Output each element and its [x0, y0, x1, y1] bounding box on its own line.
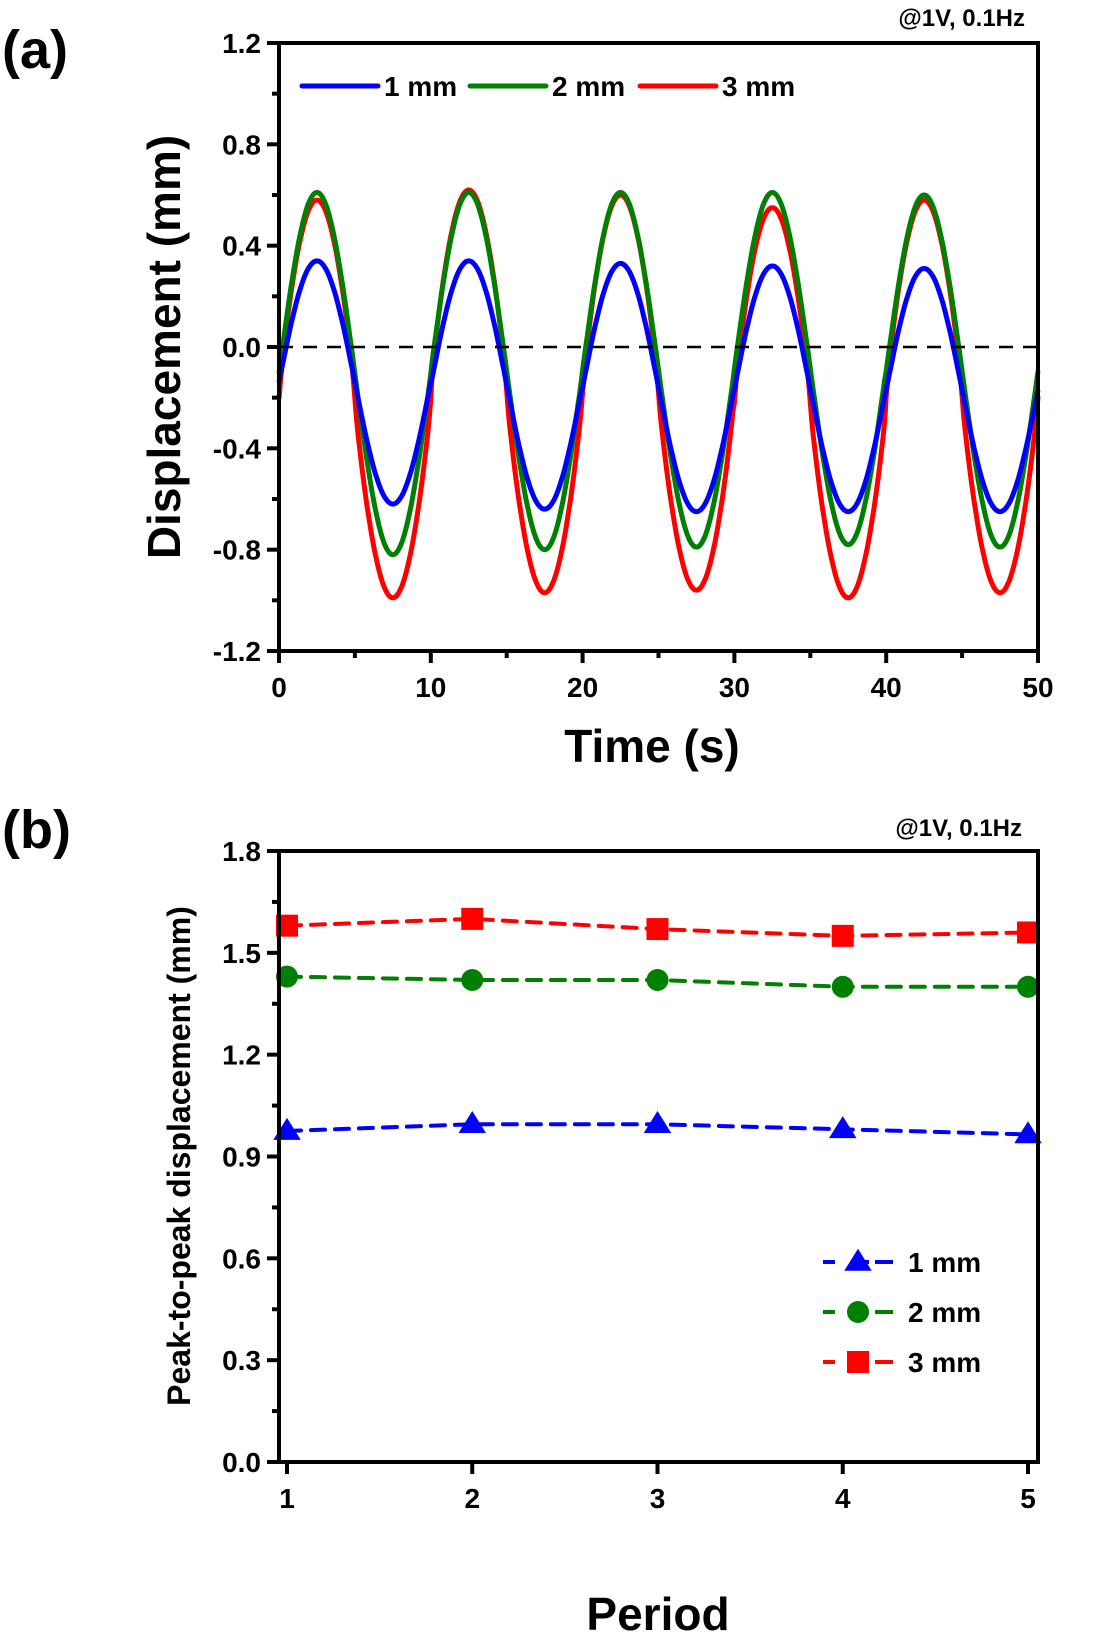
data-point-square: [276, 914, 298, 937]
y-ticks-a: -1.2 -0.8 -0.4 0.0 0.4 0.8 1.2: [213, 28, 279, 667]
data-point-square: [461, 907, 484, 930]
annotation-a: @1V, 0.1Hz: [898, 5, 1025, 32]
x-tick-label: 50: [1022, 672, 1053, 703]
x-tick-label: 1: [279, 1483, 295, 1514]
legend-label: 2 mm: [552, 71, 625, 102]
y-tick-label: -1.2: [213, 636, 261, 667]
x-tick-label: 2: [464, 1483, 480, 1514]
x-ticks-a: 0 10 20 30 40 50: [271, 651, 1054, 703]
data-point-circle: [461, 968, 484, 991]
y-tick-label: 0.4: [222, 231, 261, 262]
y-ticks-b: 0.0 0.3 0.6 0.9 1.2 1.5 1.8: [222, 836, 279, 1478]
y-tick-label: 0.3: [222, 1345, 261, 1376]
x-ticks-b: 1 2 3 4 5: [279, 1462, 1036, 1514]
data-point-circle: [1017, 975, 1039, 998]
y-axis-label-b: Peak-to-peak displacement (mm): [161, 906, 197, 1406]
data-point-triangle: [829, 1116, 857, 1139]
y-tick-label: 1.5: [222, 938, 261, 969]
y-tick-label: 0.6: [222, 1243, 261, 1274]
data-point-circle: [646, 968, 669, 991]
series-lines-a: [276, 187, 1041, 601]
y-tick-label: 0.0: [222, 1447, 261, 1478]
data-point-triangle: [458, 1111, 486, 1134]
x-tick-label: 0: [271, 672, 287, 703]
panel-a: (a) @1V, 0.1Hz -1.2-0.8-0.40.00.40.81.2 …: [2, 5, 1054, 772]
data-point-square: [831, 924, 854, 947]
y-tick-label: 1.2: [222, 28, 261, 59]
panel-label-b: (b): [2, 800, 71, 860]
x-tick-label: 40: [871, 672, 902, 703]
panel-b: (b) @1V, 0.1Hz 0.0 0.3 0.6 0.9 1.2 1.5 1.8 1 2 3…: [2, 800, 1042, 1638]
y-axis-label-a: Displacement (mm): [138, 135, 190, 559]
legend-label: 1 mm: [908, 1247, 981, 1278]
series-line-2mm: [276, 190, 1041, 558]
legend-label: 3 mm: [722, 71, 795, 102]
legend-label: 3 mm: [908, 1347, 981, 1378]
legend-a: 1 mm 2 mm 3 mm: [299, 71, 795, 102]
y-tick-label: 0.9: [222, 1142, 261, 1173]
annotation-b: @1V, 0.1Hz: [895, 815, 1022, 842]
data-point-triangle: [643, 1111, 672, 1134]
legend-marker-triangle: [844, 1248, 872, 1271]
y-tick-label: -0.4: [213, 433, 262, 464]
legend-label: 2 mm: [908, 1297, 981, 1328]
legend-marker-circle: [847, 1301, 869, 1323]
series-line-1mm: [276, 258, 1041, 515]
plot-frame-a: [277, 41, 1040, 653]
series-lines-b: [285, 916, 1030, 1137]
legend-b: 1 mm 2 mm 3 mm: [823, 1247, 981, 1378]
data-point-square: [646, 918, 669, 941]
y-tick-label: 0.8: [222, 129, 261, 160]
y-tick-label: -0.8: [213, 535, 261, 566]
y-tick-label: 0.0: [222, 332, 261, 363]
data-point-circle: [831, 975, 854, 998]
x-tick-label: 30: [719, 672, 750, 703]
legend-label: 1 mm: [384, 71, 457, 102]
legend-marker-square: [847, 1351, 869, 1373]
data-point-circle: [276, 965, 298, 988]
data-point-triangle: [1014, 1121, 1042, 1144]
data-point-square: [1017, 921, 1039, 944]
x-tick-label: 20: [567, 672, 598, 703]
panel-label-a: (a): [2, 20, 68, 80]
x-tick-label: 5: [1020, 1483, 1036, 1514]
x-tick-label: 10: [415, 672, 446, 703]
x-axis-label-a: Time (s): [564, 720, 740, 772]
x-tick-label: 4: [835, 1483, 851, 1514]
y-tick-label: 1.2: [222, 1040, 261, 1071]
y-tick-label: 1.8: [222, 836, 261, 867]
series-markers-b: [273, 907, 1042, 1144]
x-axis-label-b: Period: [586, 1588, 729, 1638]
x-tick-label: 3: [650, 1483, 666, 1514]
